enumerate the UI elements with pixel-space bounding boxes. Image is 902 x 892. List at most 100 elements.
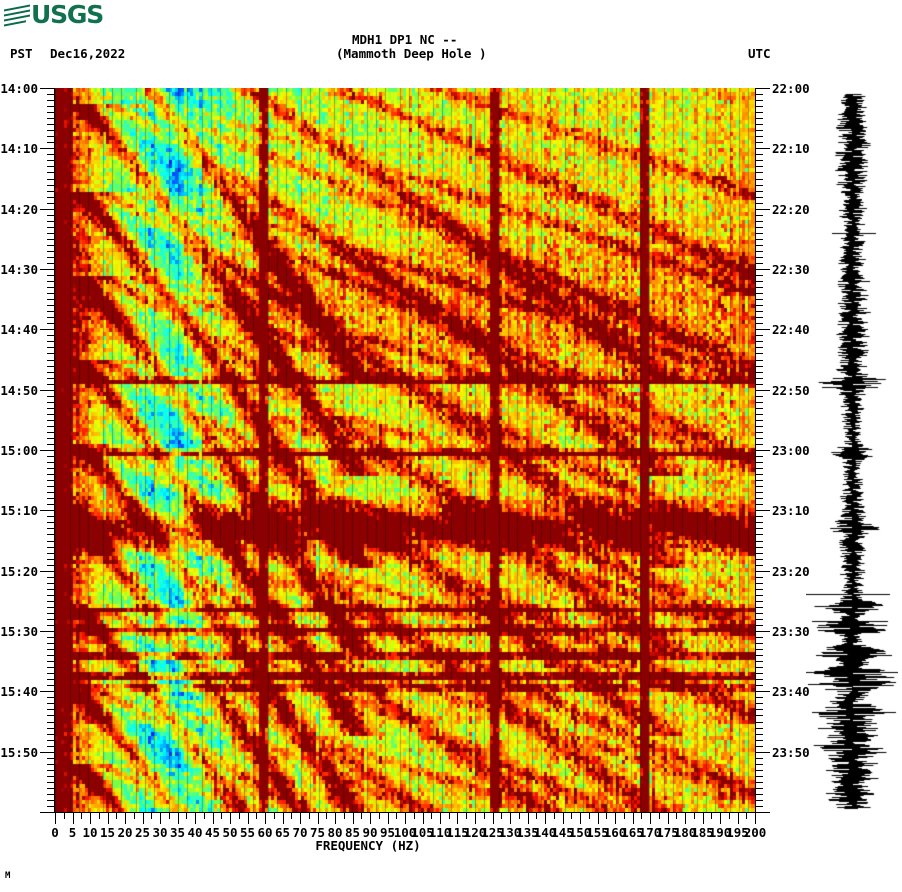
time-tick-left xyxy=(47,185,54,186)
timezone-right-label: UTC xyxy=(748,46,771,61)
freq-label: 75 xyxy=(309,825,326,840)
freq-tick xyxy=(134,813,135,819)
usgs-logo: USGS xyxy=(4,2,104,28)
freq-label: 30 xyxy=(152,825,168,840)
time-tick-left xyxy=(47,444,54,445)
time-tick-right xyxy=(756,559,763,560)
time-tick-left xyxy=(47,643,54,644)
time-tick-left xyxy=(47,227,54,228)
freq-tick xyxy=(606,813,607,819)
freq-tick xyxy=(571,813,572,819)
freq-label: 85 xyxy=(344,825,361,840)
freq-tick xyxy=(370,813,371,824)
freq-tick xyxy=(239,813,240,819)
time-tick-right xyxy=(756,571,770,572)
time-tick-right xyxy=(756,203,763,204)
time-tick-left xyxy=(47,782,54,783)
time-tick-right xyxy=(756,384,763,385)
time-tick-right xyxy=(756,577,763,578)
time-tick-right xyxy=(756,528,763,529)
freq-tick xyxy=(694,813,695,819)
freq-tick xyxy=(449,813,450,819)
freq-tick xyxy=(641,813,642,819)
time-tick-left xyxy=(47,118,54,119)
freq-tick xyxy=(125,813,126,824)
time-tick-right xyxy=(756,709,763,710)
spectrogram-canvas xyxy=(55,88,755,812)
time-tick-left xyxy=(47,353,54,354)
time-label-right: 22:20 xyxy=(772,201,810,217)
freq-label: 10 xyxy=(82,825,98,840)
time-tick-left xyxy=(47,734,54,735)
spectrogram-plot[interactable] xyxy=(55,88,755,812)
time-tick-right xyxy=(756,245,763,246)
time-tick-left xyxy=(47,740,54,741)
time-label-right: 22:50 xyxy=(772,382,810,398)
time-tick-right xyxy=(756,305,763,306)
time-tick-right xyxy=(756,94,763,95)
freq-tick xyxy=(703,813,704,824)
time-label-right: 23:00 xyxy=(772,443,810,458)
freq-tick xyxy=(457,813,458,824)
time-tick-right xyxy=(756,130,763,131)
time-tick-right xyxy=(756,522,763,523)
freq-label: 40 xyxy=(187,825,203,840)
time-label-right: 22:10 xyxy=(772,141,810,157)
freq-tick xyxy=(81,813,82,819)
time-label-left: 14:50 xyxy=(0,382,38,398)
freq-label: 140 xyxy=(533,825,557,840)
time-tick-left xyxy=(47,341,54,342)
seismogram-trace[interactable] xyxy=(806,88,898,816)
time-tick-left xyxy=(47,607,54,608)
time-label-right: 22:30 xyxy=(772,262,810,277)
freq-tick xyxy=(414,813,415,819)
freq-tick xyxy=(396,813,397,819)
time-tick-right xyxy=(756,251,763,252)
time-label-right: 23:50 xyxy=(772,744,810,760)
time-tick-left xyxy=(47,625,54,626)
freq-label: 135 xyxy=(516,825,539,840)
time-tick-left xyxy=(47,130,54,131)
time-tick-right xyxy=(756,311,763,312)
time-tick-right xyxy=(756,691,770,692)
time-tick-left xyxy=(47,728,54,729)
time-tick-left xyxy=(47,649,54,650)
freq-tick xyxy=(353,813,354,824)
freq-tick xyxy=(151,813,152,819)
time-tick-right xyxy=(756,776,763,777)
time-tick-right xyxy=(756,589,763,590)
freq-label: 15 xyxy=(99,825,116,840)
time-tick-right xyxy=(756,372,763,373)
time-tick-left xyxy=(47,112,54,113)
time-label-right: 23:40 xyxy=(772,684,810,700)
time-tick-right xyxy=(756,269,770,270)
time-tick-left xyxy=(40,329,54,330)
time-tick-right xyxy=(756,88,770,89)
time-tick-left xyxy=(47,474,54,475)
time-label-left: 15:00 xyxy=(0,443,38,458)
time-tick-left xyxy=(47,372,54,373)
freq-label: 0 xyxy=(51,825,59,840)
time-tick-left xyxy=(47,335,54,336)
time-tick-right xyxy=(756,420,763,421)
time-tick-left xyxy=(47,378,54,379)
time-tick-left xyxy=(47,583,54,584)
time-tick-right xyxy=(756,673,763,674)
usgs-wordmark: USGS xyxy=(31,0,104,29)
freq-label: 160 xyxy=(603,825,627,840)
freq-tick xyxy=(510,813,511,824)
time-tick-right xyxy=(756,583,763,584)
time-tick-left xyxy=(47,456,54,457)
time-tick-left xyxy=(47,661,54,662)
freq-tick xyxy=(755,813,756,824)
time-tick-left xyxy=(47,317,54,318)
time-label-right: 23:20 xyxy=(772,563,810,579)
freq-label: 145 xyxy=(551,825,574,840)
time-label-left: 14:20 xyxy=(0,201,38,217)
time-tick-right xyxy=(756,444,763,445)
time-tick-right xyxy=(756,317,763,318)
time-tick-left xyxy=(47,559,54,560)
freq-tick xyxy=(711,813,712,819)
time-tick-right xyxy=(756,498,763,499)
freq-tick xyxy=(720,813,721,824)
